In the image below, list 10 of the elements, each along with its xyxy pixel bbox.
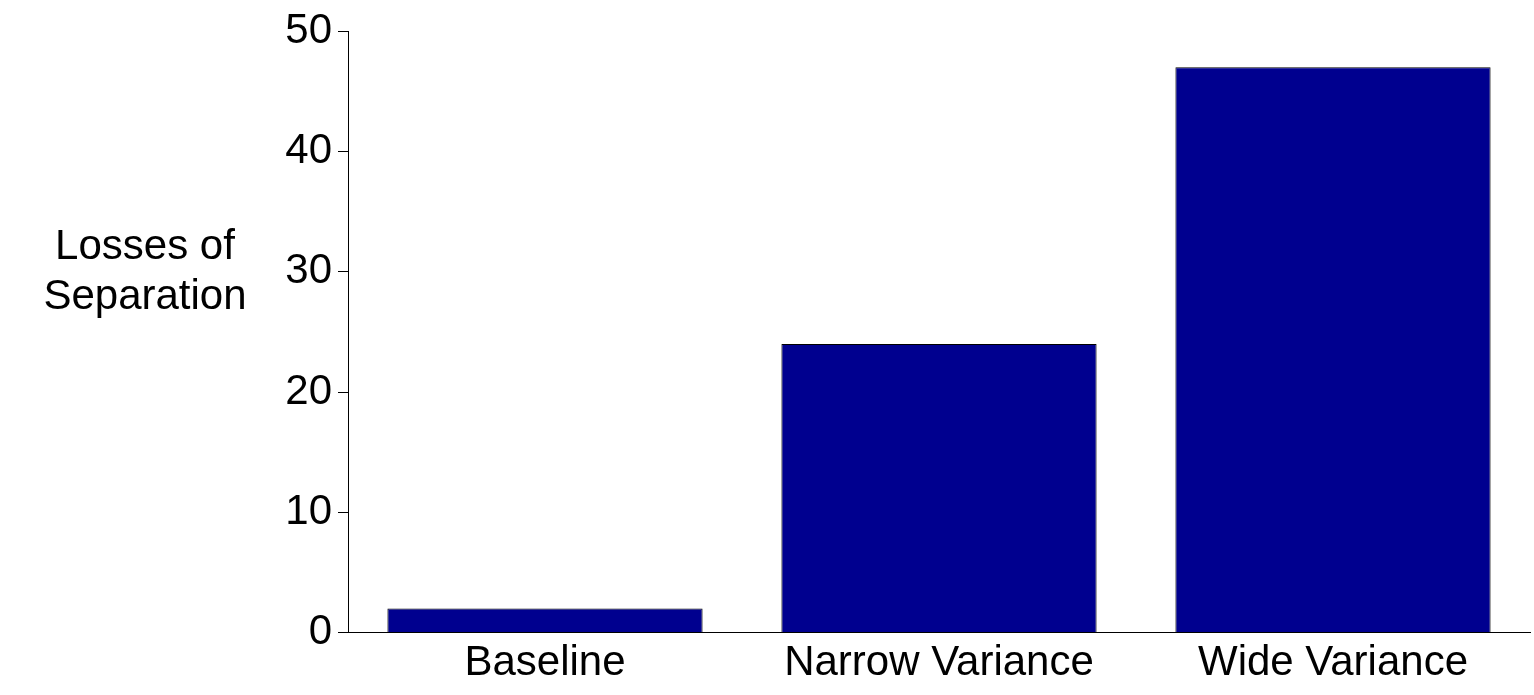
y-tick-label: 50 (285, 4, 332, 52)
x-tick-label: Narrow Variance (784, 637, 1094, 685)
y-tick-label: 0 (308, 606, 332, 654)
y-tick-label: 40 (285, 125, 332, 173)
y-axis-title: Losses of Separation (43, 221, 247, 318)
x-tick-label: Baseline (464, 637, 626, 685)
y-tick-label: 10 (285, 485, 332, 533)
y-tick-label: 20 (285, 365, 332, 413)
y-tick-label: 30 (285, 245, 332, 293)
x-tick-label: Wide Variance (1197, 637, 1469, 685)
